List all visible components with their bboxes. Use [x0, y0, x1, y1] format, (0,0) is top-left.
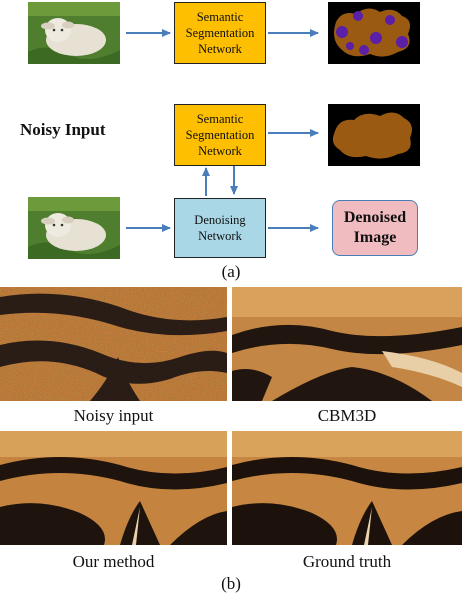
- seg-network-label-top: Semantic Segmentation Network: [185, 10, 255, 56]
- panel-label-cbm3d: CBM3D: [317, 406, 377, 425]
- semantic-segmentation-network-top: Semantic Segmentation Network: [174, 2, 266, 64]
- noisy-input-label: Noisy Input: [20, 120, 106, 139]
- our-method-image: [0, 431, 227, 545]
- panel-label-noisy-input: Noisy input: [73, 406, 154, 425]
- seg-network-label-mid: Semantic Segmentation Network: [185, 112, 255, 158]
- noisy-input-image: [0, 287, 227, 401]
- panel-label-our-method: Our method: [72, 552, 155, 571]
- semantic-segmentation-network-mid: Semantic Segmentation Network: [174, 104, 266, 166]
- segmentation-output-mid: [328, 104, 420, 166]
- cbm3d-image: [232, 287, 462, 401]
- caption-a: (a): [221, 262, 241, 281]
- denoising-network-label: Denoising Network: [194, 213, 246, 243]
- denoised-image-box: Denoised Image: [332, 200, 418, 256]
- lamb-photo-bottom: [28, 197, 120, 259]
- denoised-image-label: Denoised Image: [343, 209, 407, 246]
- caption-b: (b): [221, 574, 241, 593]
- panel-label-ground-truth: Ground truth: [302, 552, 392, 571]
- ground-truth-image: [232, 431, 462, 545]
- lamb-photo-top: [28, 2, 120, 64]
- segmentation-output-top: [328, 2, 420, 64]
- denoising-network: Denoising Network: [174, 198, 266, 258]
